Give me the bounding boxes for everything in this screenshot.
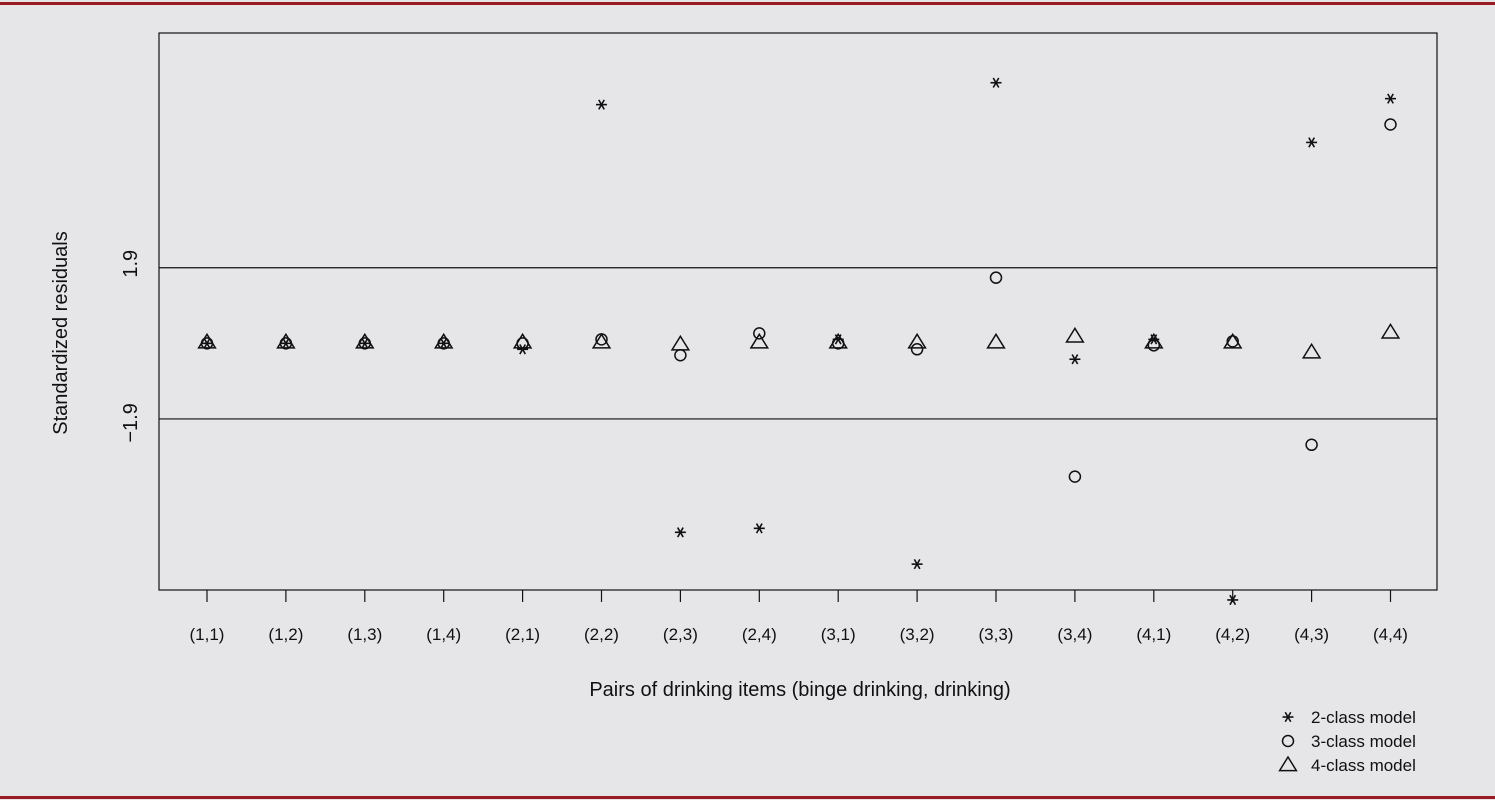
circle-point <box>1147 339 1161 352</box>
legend-entry: 4-class model <box>1278 755 1416 775</box>
series-2-class <box>201 77 1396 606</box>
x-tick-label: (1,2) <box>268 625 303 644</box>
top-rule <box>0 2 1495 5</box>
x-tick-label: (4,1) <box>1136 625 1171 644</box>
circle-point <box>674 349 687 362</box>
x-tick-label: (3,4) <box>1057 625 1092 644</box>
circle-point <box>1305 438 1318 452</box>
triangle-point <box>907 332 927 349</box>
x-tick-label: (4,3) <box>1294 625 1329 644</box>
legend-label: 4-class model <box>1311 756 1416 775</box>
asterisk-point <box>990 77 1002 88</box>
asterisk-point <box>1306 137 1318 148</box>
plot-frame-layer <box>158 32 1438 591</box>
x-axis-title: Pairs of drinking items (binge drinking,… <box>589 679 1010 701</box>
circle-point <box>1226 335 1239 348</box>
asterisk-point <box>280 338 292 349</box>
triangle-point <box>1222 332 1243 349</box>
triangle-point <box>828 332 848 349</box>
triangle-point <box>986 332 1006 349</box>
asterisk-point <box>674 527 686 538</box>
legend-entry: 2-class model <box>1282 708 1416 727</box>
asterisk-point <box>359 338 371 349</box>
triangle-point <box>1065 326 1085 343</box>
reference-label: −1.9 <box>120 403 142 442</box>
asterisk-legend-icon <box>1282 711 1294 723</box>
asterisk-point <box>438 338 450 349</box>
x-ticks-layer: (1,1) (1,2) (1,3) (1,4) (2,1) (2,2) (2,3) (2,4)… <box>190 590 1408 644</box>
triangle-point <box>591 332 612 349</box>
triangle-point <box>355 332 375 349</box>
asterisk-point <box>201 338 213 349</box>
x-tick-label: (2,1) <box>505 625 540 644</box>
x-tick-label: (2,2) <box>584 625 619 644</box>
legend-label: 3-class model <box>1311 732 1416 751</box>
triangle-point <box>433 332 454 349</box>
asterisk-point <box>596 99 607 110</box>
circle-point <box>1384 118 1397 131</box>
circle-point <box>910 343 924 356</box>
triangle-point <box>276 332 296 349</box>
legend: 2-class model 3-class model 4-class model <box>1278 708 1416 775</box>
x-tick-label: (2,3) <box>663 625 698 644</box>
circle-point <box>1068 470 1082 483</box>
x-tick-label: (3,3) <box>979 625 1014 644</box>
bottom-rule <box>0 796 1495 799</box>
asterisk-point <box>1385 93 1396 104</box>
data-marks-layer <box>197 77 1401 606</box>
reference-lines-layer: 1.9 −1.9 <box>120 250 1437 443</box>
asterisk-point <box>1227 594 1239 606</box>
triangle-point <box>1144 332 1164 349</box>
asterisk-point <box>1069 354 1081 365</box>
x-tick-label: (1,4) <box>426 625 461 644</box>
x-tick-label: (4,4) <box>1373 625 1408 644</box>
reference-label: 1.9 <box>120 250 142 278</box>
legend-label: 2-class model <box>1311 708 1416 727</box>
circle-point <box>989 271 1003 284</box>
asterisk-point <box>753 523 765 534</box>
triangle-point <box>749 332 770 349</box>
triangle-legend-icon <box>1278 755 1298 772</box>
triangle-point <box>197 332 217 349</box>
asterisk-point <box>911 558 923 570</box>
x-tick-label: (1,3) <box>347 625 382 644</box>
x-tick-label: (3,2) <box>900 625 935 644</box>
x-tick-label: (1,1) <box>190 625 225 644</box>
triangle-point <box>670 334 691 351</box>
x-tick-label: (3,1) <box>821 625 856 644</box>
series-3-class <box>200 118 1397 483</box>
legend-entry: 3-class model <box>1281 732 1416 751</box>
triangle-point <box>1301 342 1322 359</box>
plot-frame <box>158 32 1438 591</box>
triangle-point <box>512 332 533 349</box>
y-axis-title: Standardized residuals <box>50 231 72 434</box>
series-4-class <box>197 322 1401 359</box>
circle-point <box>753 327 766 340</box>
x-tick-label: (2,4) <box>742 625 777 644</box>
triangle-point <box>1380 322 1401 339</box>
x-tick-label: (4,2) <box>1215 625 1250 644</box>
circle-legend-icon <box>1281 734 1295 748</box>
